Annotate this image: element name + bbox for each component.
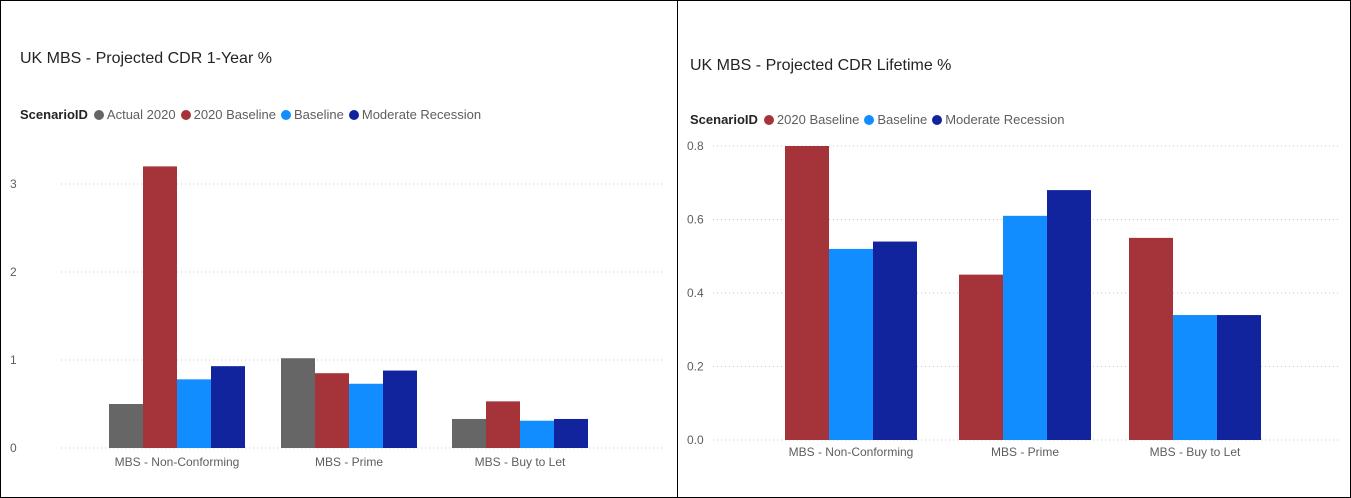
legend-item-2020-baseline[interactable]: 2020 Baseline (763, 112, 860, 127)
legend-dot (348, 109, 359, 120)
x-category-label: MBS - Non-Conforming (789, 445, 914, 459)
legend-dot (93, 109, 104, 120)
legend-items: 2020 Baseline Baseline Moderate Recession (763, 112, 1070, 128)
bar-actual-2020-mbs-prime[interactable] (281, 358, 315, 448)
y-tick-label: 0.8 (687, 139, 704, 153)
y-tick-label: 0.2 (687, 360, 704, 374)
chart-panel-cdr-1-year[interactable]: UK MBS - Projected CDR 1-Year % Scenario… (1, 0, 677, 498)
legend-item-moderate-recession[interactable]: Moderate Recession (348, 107, 482, 122)
legend-title: ScenarioID (690, 112, 758, 128)
bar-baseline-mbs-non-conforming[interactable] (829, 248, 873, 440)
bar-actual-2020-mbs-buy-to-let[interactable] (452, 418, 486, 448)
bar-baseline-mbs-non-conforming[interactable] (177, 379, 211, 448)
bar-2020-baseline-mbs-non-conforming[interactable] (785, 146, 829, 440)
bar-chart-svg: 0.0 0.2 0.4 0.6 0.8 MBS - Non-Conforming MBS -… (687, 139, 1338, 459)
chart-title: UK MBS - Projected CDR 1-Year % (20, 50, 272, 67)
x-category-label: MBS - Prime (315, 455, 383, 469)
legend-title: ScenarioID (20, 107, 88, 123)
bar-baseline-mbs-prime[interactable] (349, 383, 383, 448)
panel-divider (677, 0, 678, 498)
bar-moderate-recession-mbs-non-conforming[interactable] (211, 366, 245, 448)
legend-dot (180, 109, 191, 120)
bar-moderate-recession-mbs-prime[interactable] (1047, 190, 1091, 440)
y-tick-label: 0.6 (687, 213, 704, 227)
bar-moderate-recession-mbs-non-conforming[interactable] (873, 241, 917, 440)
bar-moderate-recession-mbs-buy-to-let[interactable] (1217, 315, 1261, 440)
chart-legend: ScenarioID Actual 2020 2020 Baseline Basel… (20, 107, 486, 123)
bar-2020-baseline-mbs-buy-to-let[interactable] (1129, 237, 1173, 440)
legend-dot (932, 114, 943, 125)
bar-2020-baseline-mbs-non-conforming[interactable] (143, 166, 177, 448)
x-category-label: MBS - Non-Conforming (115, 455, 240, 469)
y-tick-label: 0.0 (687, 433, 704, 447)
bar-2020-baseline-mbs-prime[interactable] (959, 274, 1003, 440)
bar-2020-baseline-mbs-prime[interactable] (315, 373, 349, 448)
x-category-label: MBS - Buy to Let (475, 455, 566, 469)
y-tick-label: 0 (10, 441, 17, 455)
legend-label: 2020 Baseline (776, 112, 860, 127)
y-tick-label: 1 (10, 353, 17, 367)
legend-dot (281, 109, 291, 120)
bar-moderate-recession-mbs-buy-to-let[interactable] (554, 418, 588, 448)
bar-baseline-mbs-buy-to-let[interactable] (1173, 315, 1217, 440)
y-tick-label: 3 (10, 177, 17, 191)
legend-label: Actual 2020 (106, 107, 176, 122)
legend-label: Moderate Recession (361, 107, 482, 122)
x-category-label: MBS - Buy to Let (1150, 445, 1241, 459)
chart-legend: ScenarioID 2020 Baseline Baseline Moderate… (690, 112, 1069, 128)
y-tick-label: 0.4 (687, 286, 704, 300)
chart-title: UK MBS - Projected CDR Lifetime % (690, 57, 952, 74)
x-category-label: MBS - Prime (991, 445, 1059, 459)
bar-baseline-mbs-prime[interactable] (1003, 215, 1047, 440)
bar-baseline-mbs-buy-to-let[interactable] (520, 420, 554, 448)
legend-label: Baseline (294, 107, 344, 122)
legend-label: Moderate Recession (945, 112, 1065, 127)
bar-chart-svg: 0 1 2 3 MBS - Non-Conforming MBS - Prime MBS -… (10, 166, 665, 469)
legend-item-actual-2020[interactable]: Actual 2020 (93, 107, 176, 122)
legend-item-2020-baseline[interactable]: 2020 Baseline (180, 107, 276, 122)
bar-actual-2020-mbs-non-conforming[interactable] (109, 404, 143, 448)
legend-dot (864, 114, 875, 125)
legend-dot (763, 114, 774, 125)
legend-item-baseline[interactable]: Baseline (281, 107, 344, 122)
bar-2020-baseline-mbs-buy-to-let[interactable] (486, 401, 520, 448)
chart-panel-cdr-lifetime[interactable]: UK MBS - Projected CDR Lifetime % Scenar… (678, 0, 1350, 498)
legend-items: Actual 2020 2020 Baseline Baseline Moderate… (93, 107, 486, 123)
y-tick-label: 2 (10, 265, 17, 279)
legend-item-moderate-recession[interactable]: Moderate Recession (932, 112, 1064, 127)
legend-item-baseline[interactable]: Baseline (864, 112, 927, 127)
legend-label: 2020 Baseline (193, 107, 276, 122)
bar-moderate-recession-mbs-prime[interactable] (383, 370, 417, 448)
legend-label: Baseline (877, 112, 928, 127)
